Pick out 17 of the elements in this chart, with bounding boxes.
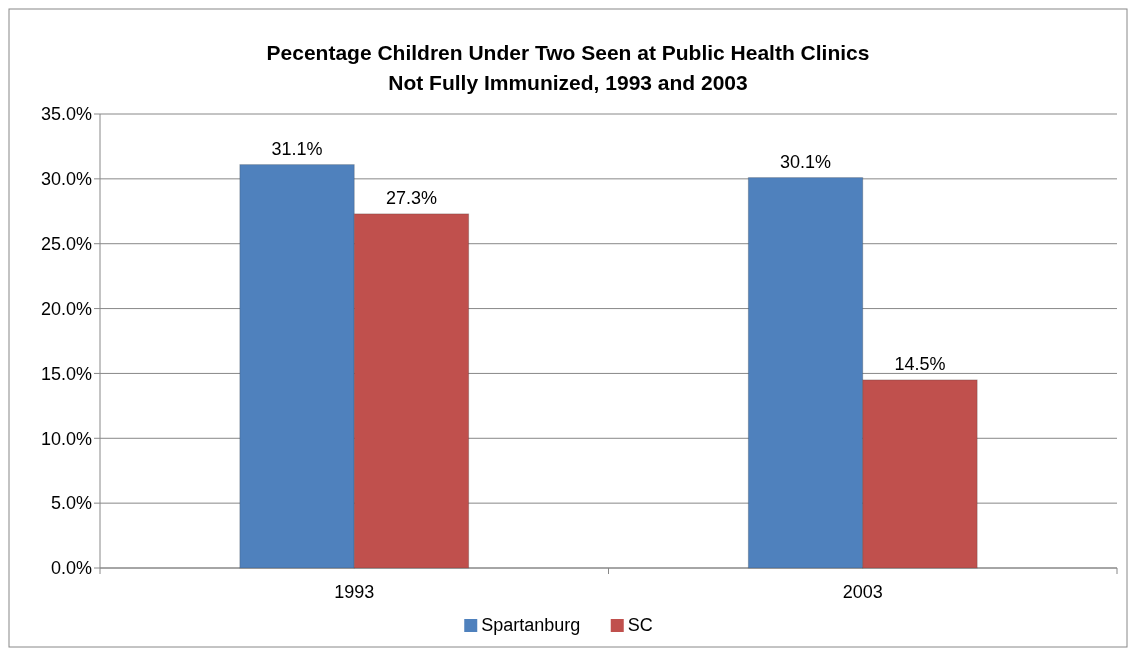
data-label: 31.1% [271, 138, 323, 159]
y-tick-label: 10.0% [40, 428, 92, 449]
y-tick-label: 15.0% [40, 363, 92, 384]
data-label: 14.5% [894, 353, 946, 374]
y-tick-label: 25.0% [40, 234, 92, 255]
chart-title: Pecentage Children Under Two Seen at Public Health Clinics Not Fully Immunized, 1993 and 2003 [266, 41, 870, 94]
y-tick-label: 20.0% [40, 298, 92, 319]
data-label: 27.3% [385, 187, 437, 208]
legend-label: Spartanburg [481, 615, 581, 635]
y-tick-label: 35.0% [40, 104, 92, 125]
x-tick-label: 2003 [842, 582, 883, 602]
data-label: 30.1% [780, 151, 832, 172]
y-tick-label: 0.0% [50, 558, 92, 579]
legend-label: SC [627, 615, 653, 635]
y-tick-label: 5.0% [50, 493, 92, 514]
y-tick-label: 30.0% [40, 169, 92, 190]
x-tick-label: 1993 [334, 582, 375, 602]
